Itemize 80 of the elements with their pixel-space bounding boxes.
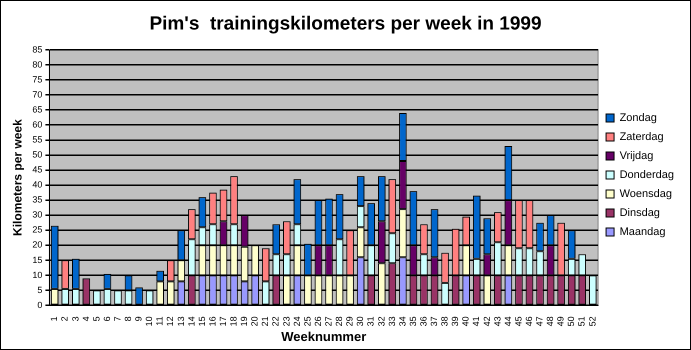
x-tick-label: 48 [545, 316, 556, 326]
y-tick-label: 40 [32, 180, 42, 190]
x-tick-label: 5 [91, 316, 102, 322]
y-tick-label: 20 [32, 240, 42, 250]
x-tick-label: 52 [587, 316, 598, 326]
x-tick-label: 1 [49, 316, 60, 322]
x-tick-label: 49 [556, 316, 566, 326]
x-tick-label: 4 [80, 316, 91, 322]
x-tick-label: 14 [186, 316, 196, 326]
y-tick-label: 10 [32, 270, 42, 280]
x-tick-label: 7 [112, 316, 122, 322]
chart-title: Pim's trainingskilometers per week in 1999 [149, 14, 542, 35]
y-tick-label: 25 [32, 224, 42, 235]
x-tick-label: 30 [355, 316, 366, 326]
y-tick-label: 5 [37, 284, 42, 295]
y-tick-label: 35 [32, 194, 42, 205]
x-tick-label: 19 [239, 316, 250, 326]
x-tick-label: 9 [134, 316, 144, 322]
x-tick-label: 26 [312, 316, 323, 326]
x-tick-label: 2 [60, 316, 70, 322]
legend-label: Zondag [620, 112, 657, 124]
y-tick-label: 75 [32, 74, 42, 84]
x-tick-label: 17 [218, 316, 228, 326]
x-tick-label: 10 [144, 316, 154, 326]
x-tick-label: 13 [176, 316, 186, 326]
legend-label: Maandag [620, 226, 666, 238]
x-tick-label: 45 [513, 316, 524, 326]
x-tick-label: 50 [566, 316, 576, 326]
x-tick-label: 28 [334, 316, 344, 326]
x-tick-label: 8 [123, 316, 134, 322]
x-tick-label: 51 [576, 316, 587, 326]
legend-label: Dinsdag [620, 207, 660, 220]
x-tick-label: 6 [102, 316, 112, 322]
x-tick-label: 35 [408, 316, 418, 326]
x-tick-label: 12 [165, 316, 176, 326]
legend-label: Zaterdag [620, 131, 664, 144]
x-tick-label: 43 [492, 316, 502, 326]
y-tick-label: 70 [32, 89, 42, 100]
x-tick-label: 33 [386, 316, 397, 326]
y-tick-label: 55 [32, 134, 42, 144]
x-tick-label: 37 [429, 316, 440, 326]
x-tick-label: 44 [502, 316, 513, 326]
y-tick-label: 50 [32, 150, 42, 160]
x-tick-label: 16 [207, 316, 218, 326]
y-tick-label: 85 [32, 44, 42, 54]
x-tick-label: 20 [250, 316, 260, 326]
legend-label: Vrijdag [620, 150, 654, 162]
y-tick-label: 15 [32, 254, 42, 265]
x-tick-label: 11 [154, 316, 165, 326]
y-tick-label: 60 [32, 119, 42, 130]
x-tick-label: 24 [292, 316, 302, 326]
x-tick-label: 32 [376, 316, 386, 326]
x-tick-label: 18 [228, 316, 239, 326]
x-tick-label: 39 [450, 316, 460, 326]
y-tick-label: 80 [32, 59, 42, 70]
x-tick-label: 15 [196, 316, 207, 326]
x-tick-label: 31 [366, 316, 376, 326]
y-tick-label: 0 [37, 300, 42, 310]
x-tick-label: 27 [324, 316, 334, 326]
y-tick-label: 45 [32, 164, 42, 175]
legend-label: Donderdag [620, 169, 674, 182]
y-tick-label: 65 [32, 104, 42, 114]
x-tick-label: 21 [260, 316, 270, 326]
x-tick-label: 23 [281, 316, 292, 326]
y-axis-title: Kilometers per week [10, 118, 25, 236]
y-tick-label: 30 [32, 210, 42, 220]
x-tick-label: 25 [302, 316, 312, 326]
x-tick-label: 3 [70, 316, 80, 322]
x-tick-label: 29 [344, 316, 355, 326]
x-tick-label: 22 [270, 316, 281, 326]
x-tick-label: 36 [418, 316, 428, 326]
x-tick-label: 38 [440, 316, 450, 326]
x-tick-label: 47 [534, 316, 545, 326]
x-tick-label: 42 [482, 316, 492, 326]
x-tick-label: 46 [524, 316, 534, 326]
x-axis-title: Weeknummer [281, 328, 366, 344]
x-tick-label: 34 [397, 316, 408, 326]
x-tick-label: 40 [460, 316, 471, 326]
legend-label: Woensdag [620, 188, 672, 200]
x-tick-label: 41 [471, 316, 482, 326]
